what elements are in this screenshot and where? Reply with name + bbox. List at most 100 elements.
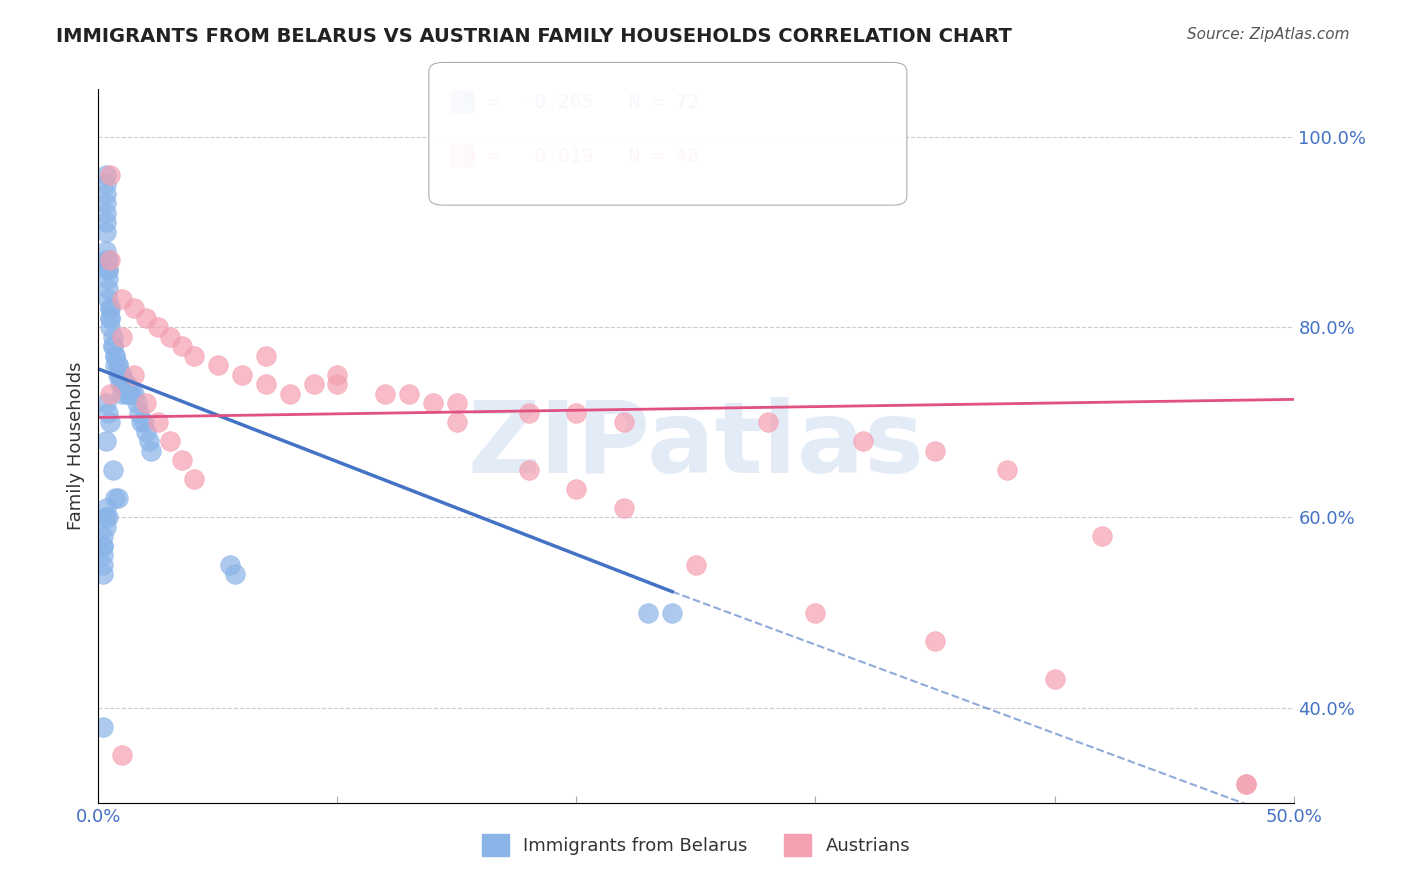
Point <box>852 434 875 449</box>
Point <box>135 310 157 325</box>
Point <box>91 567 114 582</box>
Point <box>97 406 120 420</box>
Point <box>98 386 122 401</box>
Point <box>98 310 122 325</box>
Point <box>91 539 114 553</box>
Point <box>97 282 120 296</box>
Point <box>135 425 157 439</box>
Point <box>107 368 129 382</box>
Point <box>207 358 229 372</box>
Point <box>118 386 141 401</box>
Point <box>278 386 301 401</box>
Point <box>326 368 349 382</box>
Text: R =  -0.265   N = 72: R = -0.265 N = 72 <box>464 93 699 112</box>
Point <box>97 510 120 524</box>
Point <box>111 377 134 392</box>
Point <box>111 329 134 343</box>
Text: Source: ZipAtlas.com: Source: ZipAtlas.com <box>1187 27 1350 42</box>
Point <box>94 168 117 182</box>
Point <box>231 368 253 382</box>
Point <box>94 215 117 229</box>
Point <box>97 272 120 286</box>
Point <box>756 415 779 429</box>
Point <box>804 606 827 620</box>
Point <box>446 415 468 429</box>
Point <box>108 368 131 382</box>
Point <box>183 472 205 486</box>
Point <box>219 558 242 572</box>
Point <box>685 558 707 572</box>
Point <box>98 168 122 182</box>
Point <box>91 720 114 734</box>
Point <box>637 606 659 620</box>
Point <box>135 396 157 410</box>
Point <box>374 386 396 401</box>
Point <box>94 244 117 258</box>
Point <box>924 634 946 648</box>
Point <box>94 178 117 192</box>
Point <box>132 415 155 429</box>
Point <box>148 320 170 334</box>
Point <box>121 386 143 401</box>
Point <box>98 310 122 325</box>
Point <box>1234 777 1257 791</box>
Point <box>94 225 117 239</box>
Point <box>101 463 124 477</box>
Point <box>94 510 117 524</box>
Point <box>517 406 540 420</box>
Point <box>94 520 117 534</box>
Point <box>183 349 205 363</box>
Point <box>138 434 160 449</box>
Point <box>94 206 117 220</box>
Point <box>111 368 134 382</box>
Point <box>326 377 349 392</box>
Point <box>128 406 150 420</box>
Point <box>517 463 540 477</box>
Point <box>91 549 114 563</box>
Point <box>446 396 468 410</box>
Point <box>254 349 277 363</box>
Point <box>108 377 131 392</box>
Text: ZIPatlas: ZIPatlas <box>468 398 924 494</box>
Point <box>139 443 162 458</box>
Point <box>91 529 114 543</box>
Y-axis label: Family Households: Family Households <box>66 362 84 530</box>
Point <box>98 301 122 315</box>
Point <box>302 377 325 392</box>
Point <box>107 491 129 506</box>
Legend: Immigrants from Belarus, Austrians: Immigrants from Belarus, Austrians <box>472 825 920 865</box>
Point <box>1043 672 1066 686</box>
Point <box>104 349 127 363</box>
Point <box>172 453 194 467</box>
Point <box>422 396 444 410</box>
Point <box>172 339 194 353</box>
Point <box>613 415 636 429</box>
Point <box>98 415 122 429</box>
Point <box>159 329 181 343</box>
Point <box>131 415 153 429</box>
Point <box>254 377 277 392</box>
Point <box>111 386 134 401</box>
Point <box>94 396 117 410</box>
Point <box>107 358 129 372</box>
Text: IMMIGRANTS FROM BELARUS VS AUSTRIAN FAMILY HOUSEHOLDS CORRELATION CHART: IMMIGRANTS FROM BELARUS VS AUSTRIAN FAMI… <box>56 27 1012 45</box>
Point <box>94 196 117 211</box>
Point <box>101 339 124 353</box>
Point <box>98 301 122 315</box>
Point <box>565 406 588 420</box>
Point <box>94 253 117 268</box>
Point <box>114 377 136 392</box>
Point <box>98 320 122 334</box>
Point <box>111 748 134 763</box>
Point <box>101 339 124 353</box>
Point <box>114 377 136 392</box>
Point <box>224 567 246 582</box>
Point <box>995 463 1018 477</box>
Point <box>101 329 124 343</box>
Point <box>125 396 148 410</box>
Point <box>91 539 114 553</box>
Point <box>94 500 117 515</box>
Point <box>1091 529 1114 543</box>
Point <box>104 349 127 363</box>
Point <box>148 415 170 429</box>
